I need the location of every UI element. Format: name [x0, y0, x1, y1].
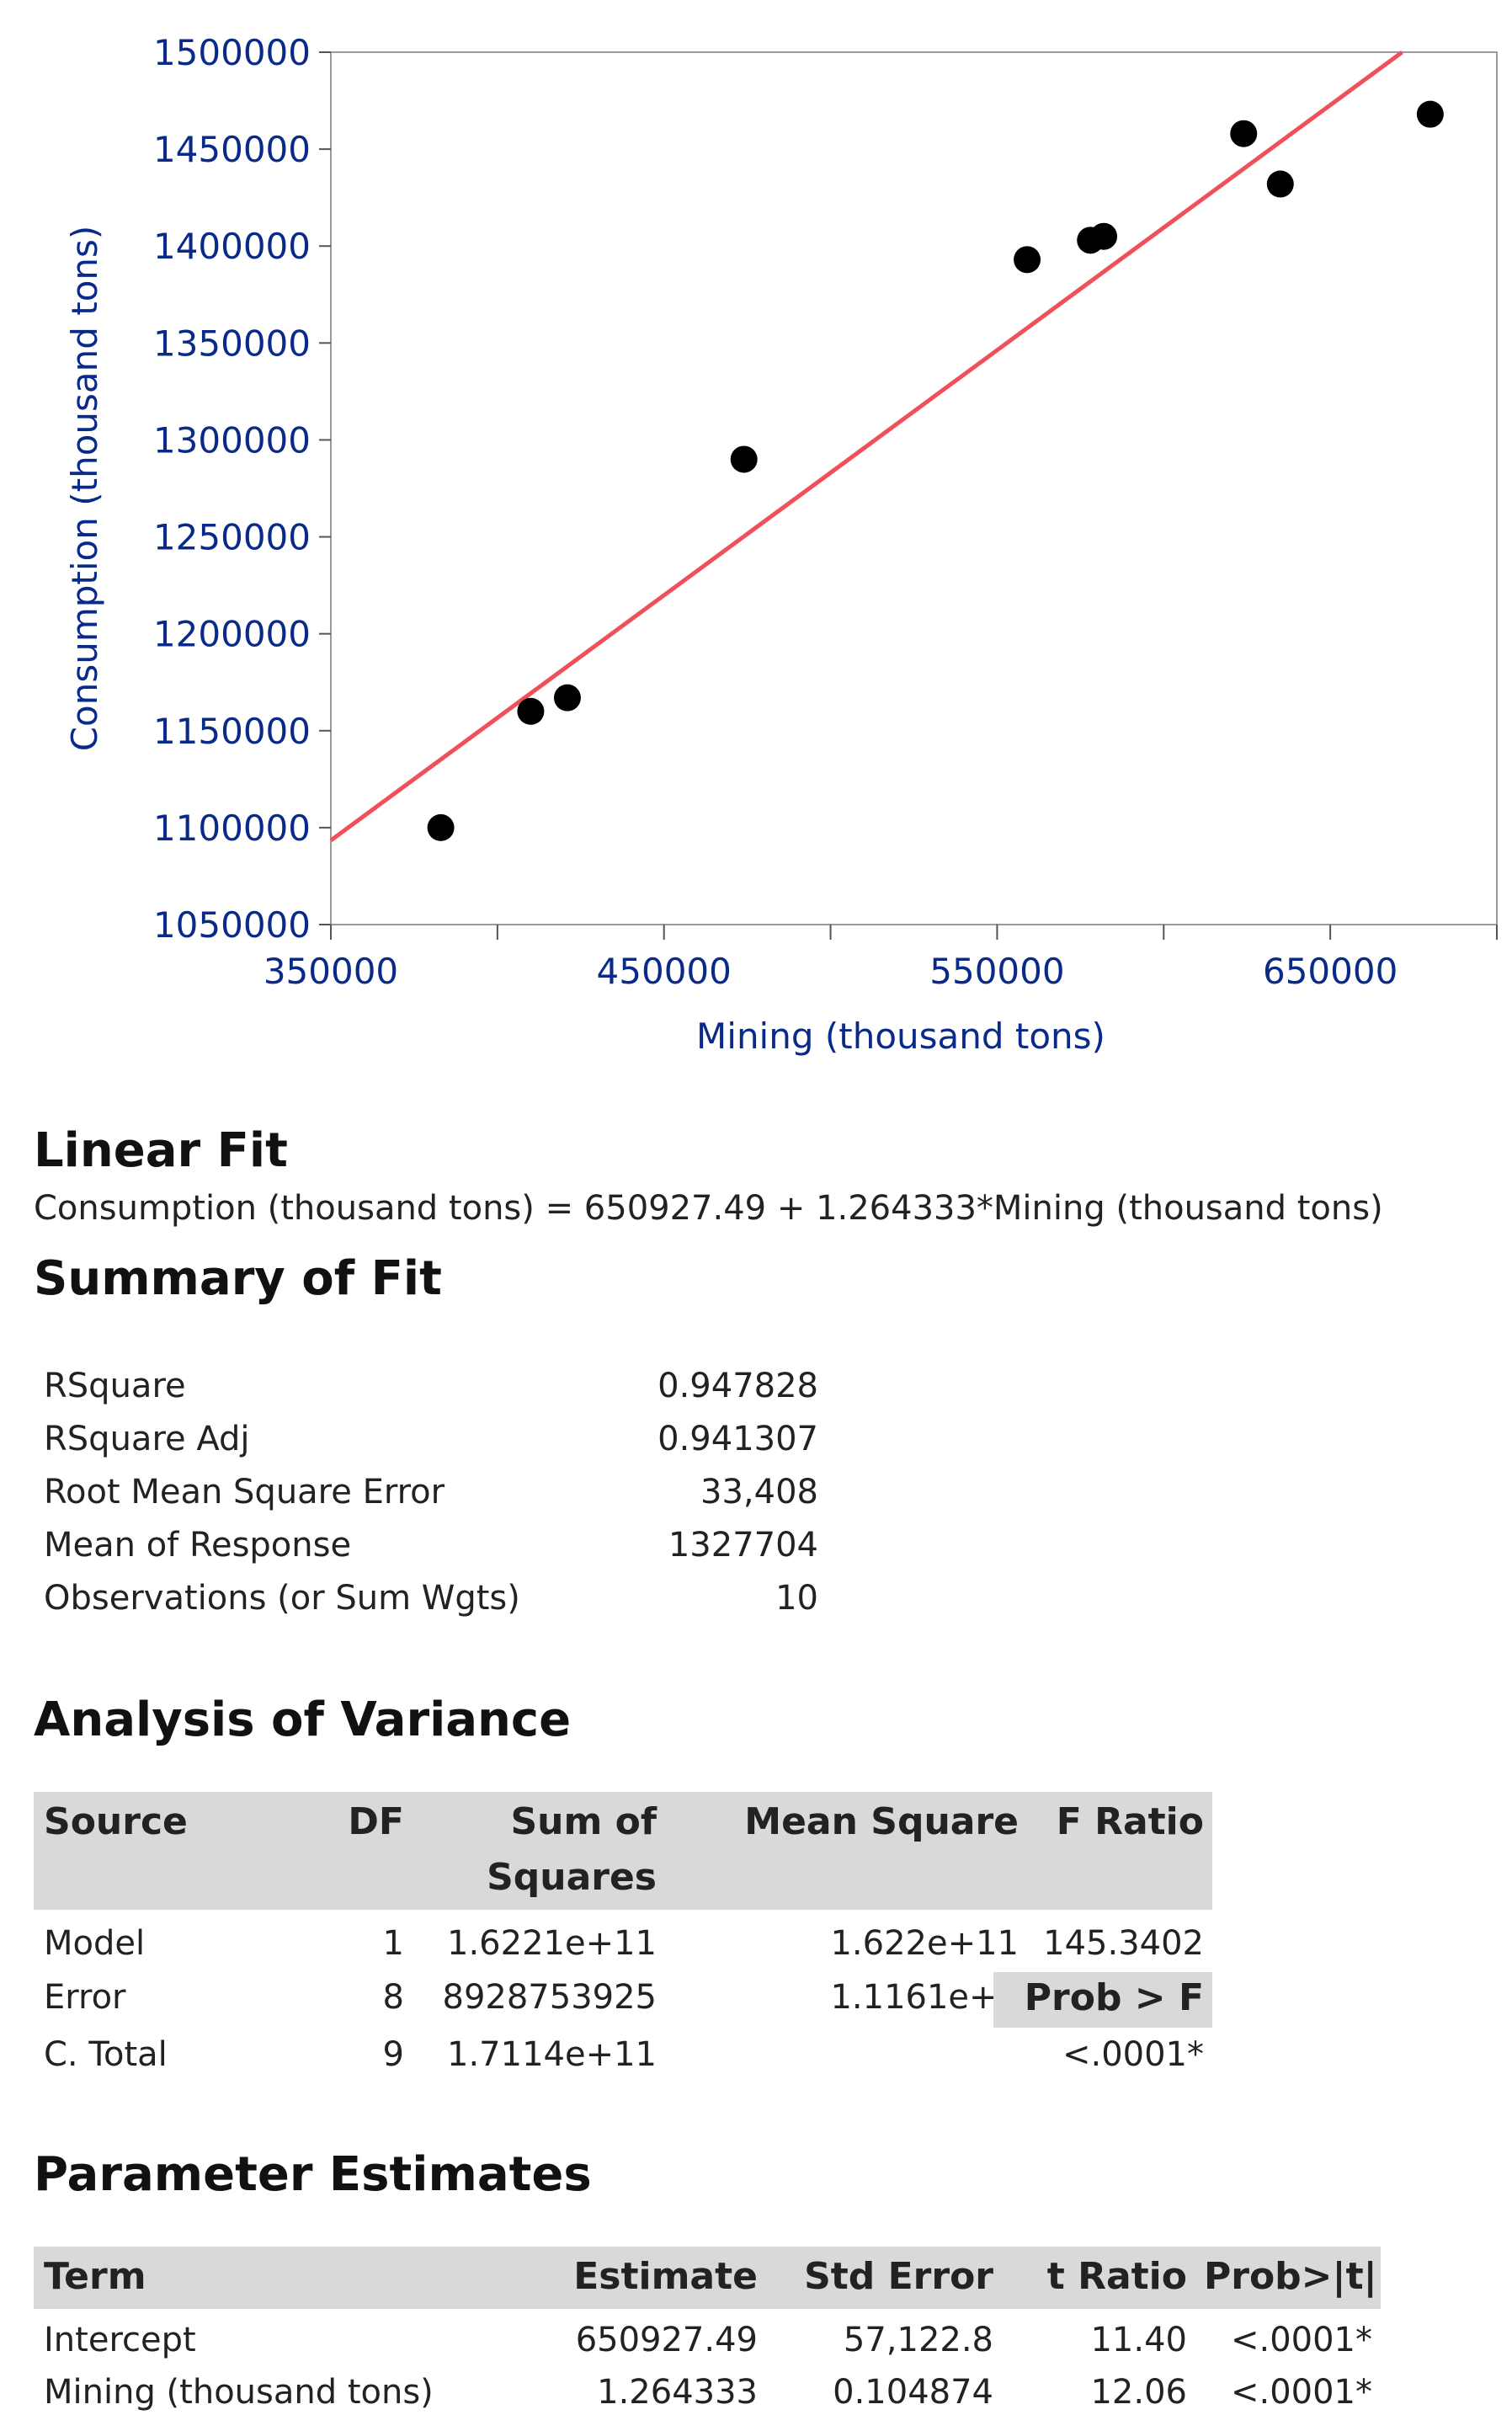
data-point — [517, 697, 545, 725]
x-tick-label: 550000 — [929, 951, 1064, 992]
y-tick-label: 1500000 — [153, 32, 311, 73]
data-point — [1090, 222, 1118, 250]
anova-df-model: 1 — [382, 1924, 404, 1963]
data-point — [553, 684, 581, 712]
params-header-std-error: Std Error — [804, 2255, 993, 2298]
anova-header-ss-2: Squares — [487, 1856, 657, 1899]
params-prob-intercept: <.0001* — [1230, 2321, 1372, 2359]
y-tick-label: 1200000 — [153, 614, 311, 655]
table-row: RSquare 0.947828 — [44, 1359, 818, 1412]
params-std-error-mining: 0.104874 — [833, 2373, 993, 2412]
x-tick-label: 450000 — [597, 951, 732, 992]
anova-prob-f-header: Prob > F — [1024, 1976, 1204, 2019]
params-term-intercept: Intercept — [44, 2321, 196, 2359]
data-point — [730, 445, 758, 473]
y-tick-label: 1350000 — [153, 323, 311, 364]
anova-header-source: Source — [44, 1800, 188, 1843]
anova-ss-ctotal: 1.7114e+11 — [447, 2035, 657, 2074]
params-estimate-intercept: 650927.49 — [575, 2321, 758, 2359]
parameter-estimates-title: Parameter Estimates — [34, 2147, 592, 2202]
plot-frame — [330, 51, 1498, 925]
regression-line — [329, 50, 1403, 842]
anova-header-ss-1: Sum of — [510, 1800, 657, 1843]
data-point — [427, 813, 455, 841]
y-tick-label: 1250000 — [153, 517, 311, 558]
linear-fit-title: Linear Fit — [34, 1123, 288, 1178]
anova-prob-f-value: <.0001* — [1062, 2035, 1204, 2074]
anova-title: Analysis of Variance — [34, 1693, 572, 1747]
x-tick-label: 650000 — [1263, 951, 1398, 992]
parameter-estimates-table: Term Estimate Std Error t Ratio Prob>|t|… — [34, 2247, 1381, 2423]
y-axis-title: Consumption (thousand tons) — [64, 226, 105, 752]
fit-equation: Consumption (thousand tons) = 650927.49 … — [34, 1189, 1383, 1228]
table-row: Observations (or Sum Wgts) 10 — [44, 1571, 818, 1624]
summary-of-fit-table: RSquare 0.947828 RSquare Adj 0.941307 Ro… — [44, 1359, 818, 1624]
anova-ss-model: 1.6221e+11 — [447, 1924, 657, 1963]
summary-value: 0.941307 — [658, 1419, 818, 1458]
summary-label: Root Mean Square Error — [44, 1472, 445, 1511]
summary-label: Mean of Response — [44, 1525, 352, 1565]
y-tick-label: 1300000 — [153, 419, 311, 461]
summary-of-fit-title: Summary of Fit — [34, 1251, 442, 1306]
summary-value: 10 — [775, 1578, 818, 1618]
anova-source-error: Error — [44, 1978, 126, 2017]
params-header-estimate: Estimate — [573, 2255, 758, 2298]
summary-value: 33,408 — [700, 1472, 818, 1511]
x-axis-title: Mining (thousand tons) — [696, 1016, 1105, 1057]
x-tick-label: 350000 — [264, 951, 398, 992]
params-term-mining: Mining (thousand tons) — [44, 2373, 434, 2412]
y-tick-label: 1400000 — [153, 226, 311, 267]
params-std-error-intercept: 57,122.8 — [843, 2321, 993, 2359]
summary-value: 0.947828 — [658, 1366, 818, 1405]
data-point — [1266, 170, 1294, 198]
summary-value: 1327704 — [668, 1525, 818, 1565]
anova-header-mean-square: Mean Square — [744, 1800, 1019, 1843]
anova-df-ctotal: 9 — [382, 2035, 404, 2074]
params-header-prob-t: Prob>|t| — [1204, 2255, 1377, 2298]
anova-f-ratio-value: 145.3402 — [1043, 1924, 1204, 1963]
params-estimate-mining: 1.264333 — [597, 2373, 758, 2412]
params-t-ratio-intercept: 11.40 — [1090, 2321, 1187, 2359]
anova-ms-error: 1.1161e+9 — [830, 1978, 1019, 2017]
table-row: Mean of Response 1327704 — [44, 1518, 818, 1571]
y-tick-label: 1100000 — [153, 808, 311, 849]
params-header-term: Term — [44, 2255, 146, 2298]
prob-f-header-band — [993, 1972, 1212, 2028]
y-tick-label: 1150000 — [153, 711, 311, 752]
params-prob-mining: <.0001* — [1230, 2373, 1372, 2412]
anova-header-df: DF — [348, 1800, 404, 1843]
table-row: RSquare Adj 0.941307 — [44, 1412, 818, 1465]
data-point — [1416, 100, 1444, 128]
anova-ss-error: 8928753925 — [442, 1978, 658, 2017]
table-row: Root Mean Square Error 33,408 — [44, 1465, 818, 1518]
anova-header-f-ratio: F Ratio — [1056, 1800, 1204, 1843]
params-header-band — [34, 2247, 1381, 2309]
summary-label: RSquare Adj — [44, 1419, 250, 1458]
anova-df-error: 8 — [382, 1978, 404, 2017]
anova-source-ctotal: C. Total — [44, 2035, 168, 2074]
params-header-t-ratio: t Ratio — [1046, 2255, 1187, 2298]
summary-label: Observations (or Sum Wgts) — [44, 1578, 520, 1618]
anova-ms-model: 1.622e+11 — [830, 1924, 1019, 1963]
scatter-plot: 1050000 1100000 1150000 1200000 1250000 13000… — [64, 32, 1498, 1057]
params-t-ratio-mining: 12.06 — [1090, 2373, 1187, 2412]
anova-header-band — [34, 1792, 1212, 1910]
data-point — [1014, 246, 1041, 274]
y-tick-label: 1450000 — [153, 129, 311, 170]
summary-label: RSquare — [44, 1366, 186, 1405]
data-point — [1230, 120, 1258, 147]
anova-table: Source DF Sum of Squares Mean Square F R… — [34, 1792, 1212, 2095]
anova-source-model: Model — [44, 1924, 146, 1963]
y-tick-label: 1050000 — [153, 904, 311, 946]
